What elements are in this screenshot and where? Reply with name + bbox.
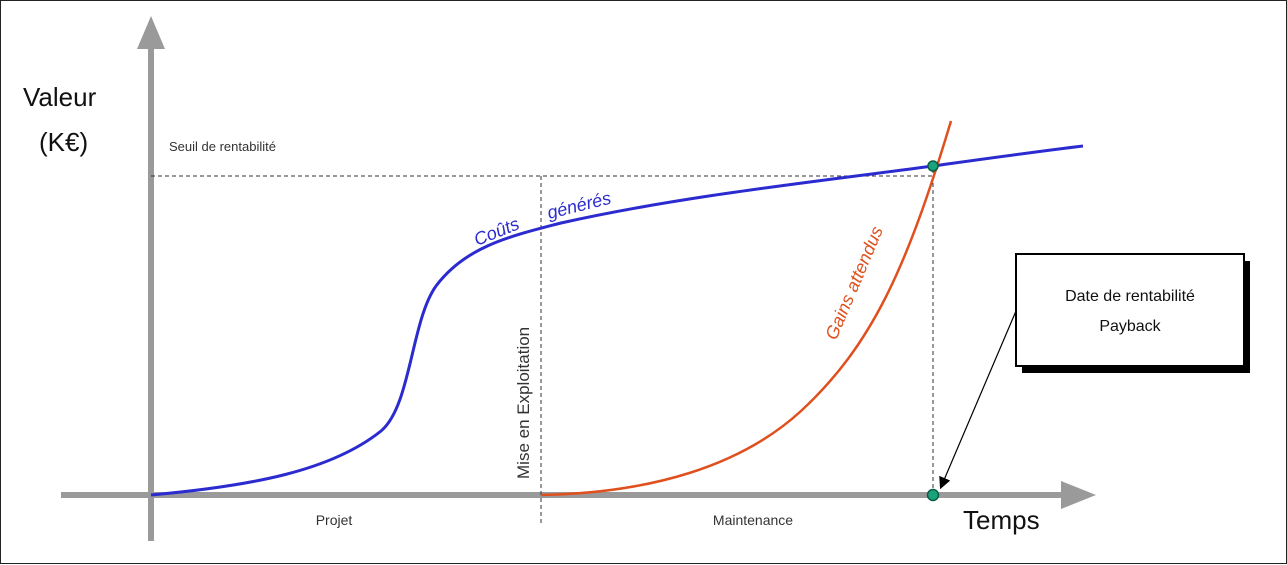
y-axis [137, 16, 165, 541]
phase-label-maintenance: Maintenance [713, 512, 793, 528]
y-axis-label-line-1: Valeur [23, 82, 97, 112]
gains-curve-label: Gains attendus [821, 223, 887, 342]
phase-label-projet: Projet [316, 512, 353, 528]
milestone-label: Mise en Exploitation [514, 327, 533, 479]
x-axis-label: Temps [963, 505, 1040, 535]
callout-arrow [939, 310, 1017, 490]
payback-date-marker [926, 488, 940, 502]
y-axis-label-line-2: (K€) [39, 127, 88, 157]
callout-line-2: Payback [1099, 318, 1161, 335]
x-axis [61, 481, 1096, 509]
callout-box [1015, 253, 1245, 367]
callout-line-1: Date de rentabilité [1065, 288, 1195, 305]
payback-intersection-marker [927, 160, 939, 172]
gains-curve [540, 120, 953, 497]
cost-curve-label-couts: Coûts [471, 214, 522, 250]
threshold-label: Seuil de rentabilité [169, 139, 276, 154]
cost-curve [150, 144, 1084, 497]
